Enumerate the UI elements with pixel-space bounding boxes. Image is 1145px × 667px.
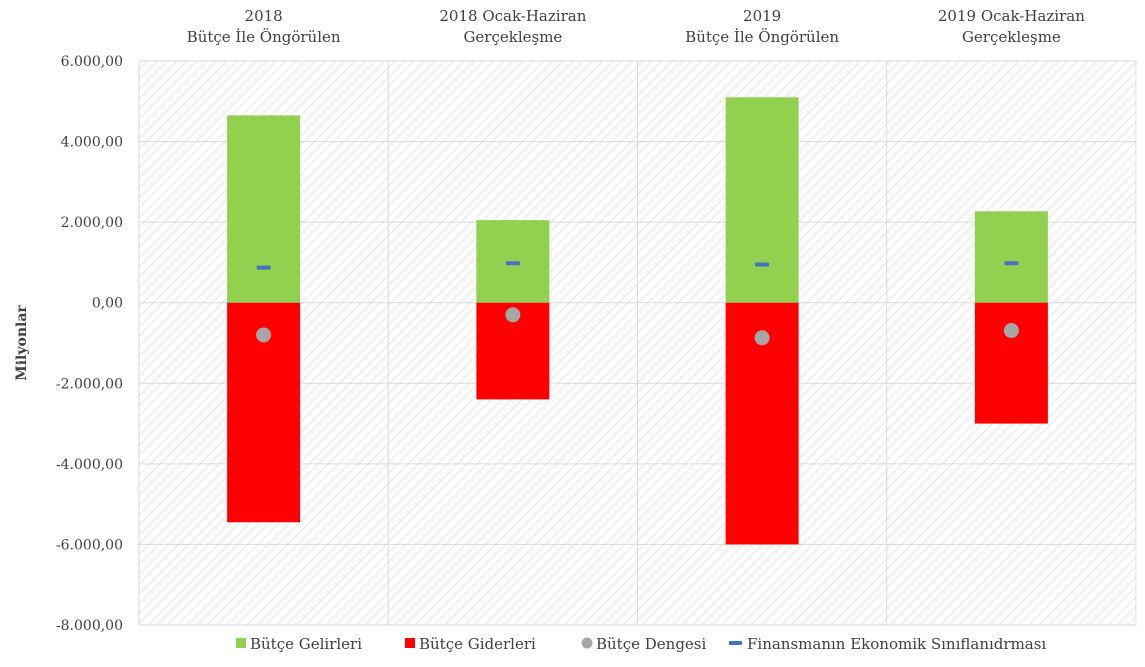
balance-marker: [1003, 323, 1019, 339]
financing-marker: [256, 265, 271, 270]
category-label: 2019: [743, 7, 781, 25]
category-label: 2018 Ocak-Haziran: [439, 7, 586, 25]
legend-label: Finansmanın Ekonomik Sınıflanıdrması: [747, 635, 1046, 653]
category-label: Gerçekleşme: [463, 28, 562, 46]
y-tick-label: -2.000,00: [56, 376, 123, 392]
axes: 6.000,00 4.000,00 2.000,00 0,00 -2.000,00 -4.…: [14, 7, 1085, 634]
category-label: 2018: [245, 7, 283, 25]
grid: [138, 60, 1137, 626]
bars: [227, 97, 1048, 545]
financing-marker: [505, 261, 520, 266]
balance-marker: [754, 330, 770, 346]
y-tick-label: 0,00: [92, 296, 123, 312]
financing-marker: [1004, 261, 1019, 266]
bar: [974, 211, 1048, 303]
y-tick-label: -6.000,00: [56, 537, 123, 553]
y-axis-label: Milyonlar: [14, 305, 30, 381]
bar: [974, 302, 1048, 424]
legend-swatch: [405, 638, 415, 648]
financing-marker: [755, 262, 770, 267]
y-tick-label: 6.000,00: [61, 54, 123, 70]
y-tick-label: 2.000,00: [61, 215, 123, 231]
legend-label: Bütçe Giderleri: [419, 635, 536, 653]
legend: Bütçe Gelirleri Bütçe Giderleri Bütçe Deng…: [236, 635, 1046, 653]
category-label: Gerçekleşme: [962, 28, 1061, 46]
markers: [256, 261, 1019, 346]
balance-marker: [256, 327, 272, 343]
legend-label: Bütçe Gelirleri: [250, 635, 362, 653]
category-label: Bütçe İle Öngörülen: [685, 28, 839, 46]
y-tick-label: -4.000,00: [56, 457, 123, 473]
category-label: 2019 Ocak-Haziran: [938, 7, 1085, 25]
y-tick-label: -8.000,00: [56, 618, 123, 634]
legend-swatch: [236, 638, 246, 648]
legend-swatch: [729, 641, 742, 645]
legend-swatch: [581, 637, 593, 649]
legend-label: Bütçe Dengesi: [596, 635, 706, 653]
balance-marker: [505, 307, 521, 323]
bar: [725, 97, 799, 303]
category-label: Bütçe İle Öngörülen: [187, 28, 341, 46]
y-tick-label: 4.000,00: [61, 135, 123, 151]
bar: [227, 115, 301, 303]
